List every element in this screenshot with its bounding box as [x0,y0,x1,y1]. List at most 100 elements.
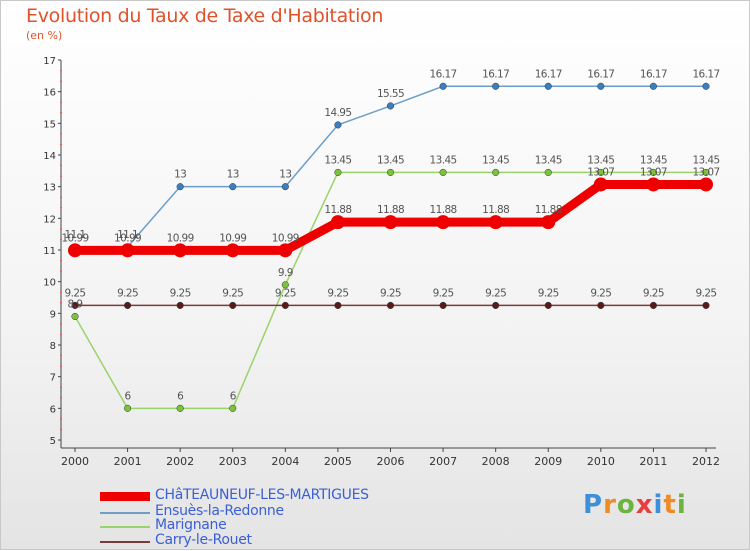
data-label-3-2012: 9.25 [696,287,717,299]
series-2-point-2007 [439,168,447,176]
y-tick-label-9: 9 [50,309,56,320]
data-label-3-2009: 9.25 [538,287,559,299]
data-label-3-2010: 9.25 [590,287,611,299]
data-label-3-2007: 9.25 [433,287,454,299]
data-label-2-2010: 13.45 [587,154,614,166]
y-minor-tick [60,143,62,146]
data-label-1-2012: 16.17 [692,68,719,80]
y-tick-label-15: 15 [43,119,56,130]
series-1-point-2004 [281,183,289,191]
logo-letter: i [653,490,664,520]
legend-label-1: Ensuès-la-Redonne [155,503,284,519]
y-minor-tick [60,175,62,178]
series-1-point-2003 [229,183,237,191]
series-0-point-2010 [593,177,608,192]
series-3-point-2001 [124,301,132,309]
data-label-2-2006: 13.45 [377,154,404,166]
data-label-0-2003: 10.99 [219,232,246,244]
series-2-point-2002 [176,404,184,412]
series-3-point-2010 [597,301,605,309]
y-tick-label-11: 11 [43,246,56,257]
y-minor-tick [60,396,62,399]
y-minor-tick [60,417,62,420]
x-tick-label-2010: 2010 [587,455,615,468]
data-label-0-2006: 11.88 [377,204,404,216]
series-1-point-2009 [544,82,552,90]
series-0-point-2004 [278,243,293,258]
data-label-3-2003: 9.25 [222,287,243,299]
series-3-point-2007 [439,301,447,309]
y-minor-tick [60,164,62,167]
data-label-1-2008: 16.17 [482,68,509,80]
y-tick-label-6: 6 [50,404,56,415]
data-label-1-2004: 13 [279,169,291,181]
x-tick-label-2005: 2005 [324,455,352,468]
series-3-point-2011 [649,301,657,309]
y-minor-tick [60,354,62,357]
x-tick-label-2006: 2006 [377,455,405,468]
data-label-1-2007: 16.17 [430,68,457,80]
y-tick-label-17: 17 [43,56,56,67]
data-label-0-2005: 11.88 [324,204,351,216]
y-tick-label-8: 8 [50,341,56,352]
y-minor-tick [60,333,62,336]
data-label-0-2012: 13.07 [692,166,719,178]
series-3-point-2008 [492,301,500,309]
series-2-point-2000 [71,312,79,321]
x-tick-label-2001: 2001 [114,455,142,468]
data-label-0-2002: 10.99 [167,232,194,244]
series-1-point-2010 [597,82,605,90]
logo-letter: i [676,490,687,520]
legend-swatch-0 [100,492,150,501]
y-minor-tick [60,291,62,294]
y-minor-tick [60,206,62,209]
series-2-point-2003 [229,404,237,412]
y-minor-tick [60,428,62,431]
series-3-point-2012 [702,301,710,309]
logo-letter: P [583,490,604,520]
chart-title: Evolution du Taux de Taxe d'Habitation [26,5,384,27]
series-0-point-2008 [488,215,503,230]
data-label-0-2004: 10.99 [272,232,299,244]
y-minor-tick [60,227,62,230]
legend-swatch-3 [100,541,150,543]
series-1-point-2006 [386,102,395,110]
data-label-2-2000: 8.9 [68,299,83,311]
series-0-point-2003 [225,243,240,258]
data-label-2-2001: 6 [125,390,132,402]
data-label-0-2000: 10.99 [61,232,88,244]
series-1-point-2012 [702,82,710,90]
series-1-point-2011 [649,82,657,90]
data-label-2-2002: 6 [177,390,184,402]
y-tick-label-16: 16 [43,88,56,99]
labels-layer: 10.99 10.99 10.99 10.99 10.99 11.88 11.88 11.88… [61,68,720,402]
series-2-point-2009 [544,168,552,176]
data-label-2-2009: 13.45 [535,154,562,166]
legend-label-2: Marignane [155,517,227,533]
data-label-3-2004: 9.25 [275,287,296,299]
series-3-point-2002 [176,301,184,309]
series-0-point-2000 [68,243,82,258]
series-3-point-2009 [544,301,552,309]
data-label-2-2007: 13.45 [430,154,457,166]
series-0-point-2001 [120,243,135,258]
logo-letter: o [616,490,636,520]
y-minor-tick [60,301,62,304]
legend-label-0: CHâTEAUNEUF-LES-MARTIGUES [155,487,369,503]
y-minor-tick [60,238,62,241]
series-3-point-2003 [229,301,237,309]
series-3-point-2006 [386,301,395,309]
y-tick-label-12: 12 [43,214,56,225]
x-tick-label-2000: 2000 [61,455,89,468]
data-label-1-2009: 16.17 [535,68,562,80]
x-tick-label-2003: 2003 [219,455,247,468]
data-label-1-2002: 13 [174,169,186,181]
data-label-1-2006: 15.55 [377,88,404,100]
series-layer [68,82,713,412]
data-label-3-2005: 9.25 [327,287,348,299]
legend-swatch-1 [100,512,150,514]
data-label-3-2008: 9.25 [485,287,506,299]
data-label-0-2008: 11.88 [482,204,509,216]
data-label-1-2011: 16.17 [640,68,667,80]
